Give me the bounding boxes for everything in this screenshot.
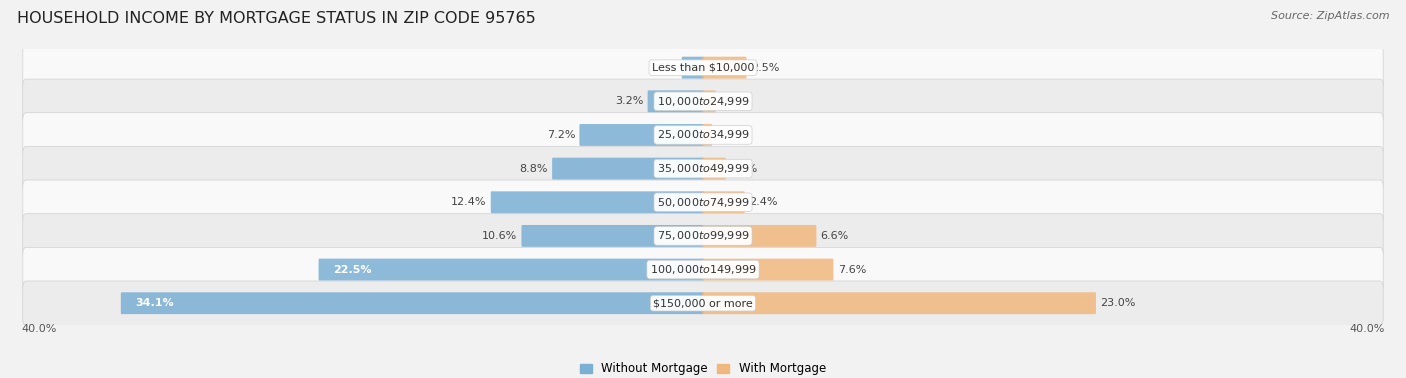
Text: $25,000 to $34,999: $25,000 to $34,999 (657, 129, 749, 141)
Text: 6.6%: 6.6% (821, 231, 849, 241)
FancyBboxPatch shape (702, 124, 711, 146)
Text: 12.4%: 12.4% (451, 197, 486, 207)
FancyBboxPatch shape (522, 225, 704, 247)
FancyBboxPatch shape (22, 79, 1384, 124)
Text: 34.1%: 34.1% (135, 298, 174, 308)
FancyBboxPatch shape (22, 214, 1384, 258)
FancyBboxPatch shape (22, 281, 1384, 325)
Text: 2.5%: 2.5% (751, 63, 779, 73)
Text: HOUSEHOLD INCOME BY MORTGAGE STATUS IN ZIP CODE 95765: HOUSEHOLD INCOME BY MORTGAGE STATUS IN Z… (17, 11, 536, 26)
Text: 23.0%: 23.0% (1101, 298, 1136, 308)
FancyBboxPatch shape (121, 292, 704, 314)
FancyBboxPatch shape (702, 57, 747, 79)
FancyBboxPatch shape (319, 259, 704, 280)
Text: 0.7%: 0.7% (720, 96, 748, 106)
FancyBboxPatch shape (22, 146, 1384, 191)
Text: $100,000 to $149,999: $100,000 to $149,999 (650, 263, 756, 276)
Text: 40.0%: 40.0% (21, 324, 56, 334)
Text: Source: ZipAtlas.com: Source: ZipAtlas.com (1271, 11, 1389, 21)
Text: 2.4%: 2.4% (749, 197, 778, 207)
Text: 7.2%: 7.2% (547, 130, 575, 140)
FancyBboxPatch shape (553, 158, 704, 180)
FancyBboxPatch shape (648, 90, 704, 112)
Text: $10,000 to $24,999: $10,000 to $24,999 (657, 95, 749, 108)
FancyBboxPatch shape (491, 191, 704, 213)
FancyBboxPatch shape (22, 247, 1384, 292)
Text: 8.8%: 8.8% (519, 164, 548, 174)
Text: $150,000 or more: $150,000 or more (654, 298, 752, 308)
FancyBboxPatch shape (702, 191, 745, 213)
FancyBboxPatch shape (579, 124, 704, 146)
FancyBboxPatch shape (702, 292, 1095, 314)
FancyBboxPatch shape (22, 45, 1384, 90)
Text: 40.0%: 40.0% (1350, 324, 1385, 334)
Text: 1.2%: 1.2% (650, 63, 678, 73)
Text: 3.2%: 3.2% (614, 96, 644, 106)
FancyBboxPatch shape (702, 259, 834, 280)
Text: 10.6%: 10.6% (482, 231, 517, 241)
FancyBboxPatch shape (702, 225, 817, 247)
Legend: Without Mortgage, With Mortgage: Without Mortgage, With Mortgage (575, 358, 831, 378)
FancyBboxPatch shape (702, 158, 725, 180)
Text: $35,000 to $49,999: $35,000 to $49,999 (657, 162, 749, 175)
FancyBboxPatch shape (22, 113, 1384, 157)
Text: Less than $10,000: Less than $10,000 (652, 63, 754, 73)
Text: 7.6%: 7.6% (838, 265, 866, 274)
FancyBboxPatch shape (22, 180, 1384, 225)
Text: $50,000 to $74,999: $50,000 to $74,999 (657, 196, 749, 209)
Text: 22.5%: 22.5% (333, 265, 371, 274)
Text: $75,000 to $99,999: $75,000 to $99,999 (657, 229, 749, 242)
Text: 0.48%: 0.48% (716, 130, 752, 140)
FancyBboxPatch shape (702, 90, 716, 112)
Text: 1.3%: 1.3% (730, 164, 758, 174)
FancyBboxPatch shape (682, 57, 704, 79)
